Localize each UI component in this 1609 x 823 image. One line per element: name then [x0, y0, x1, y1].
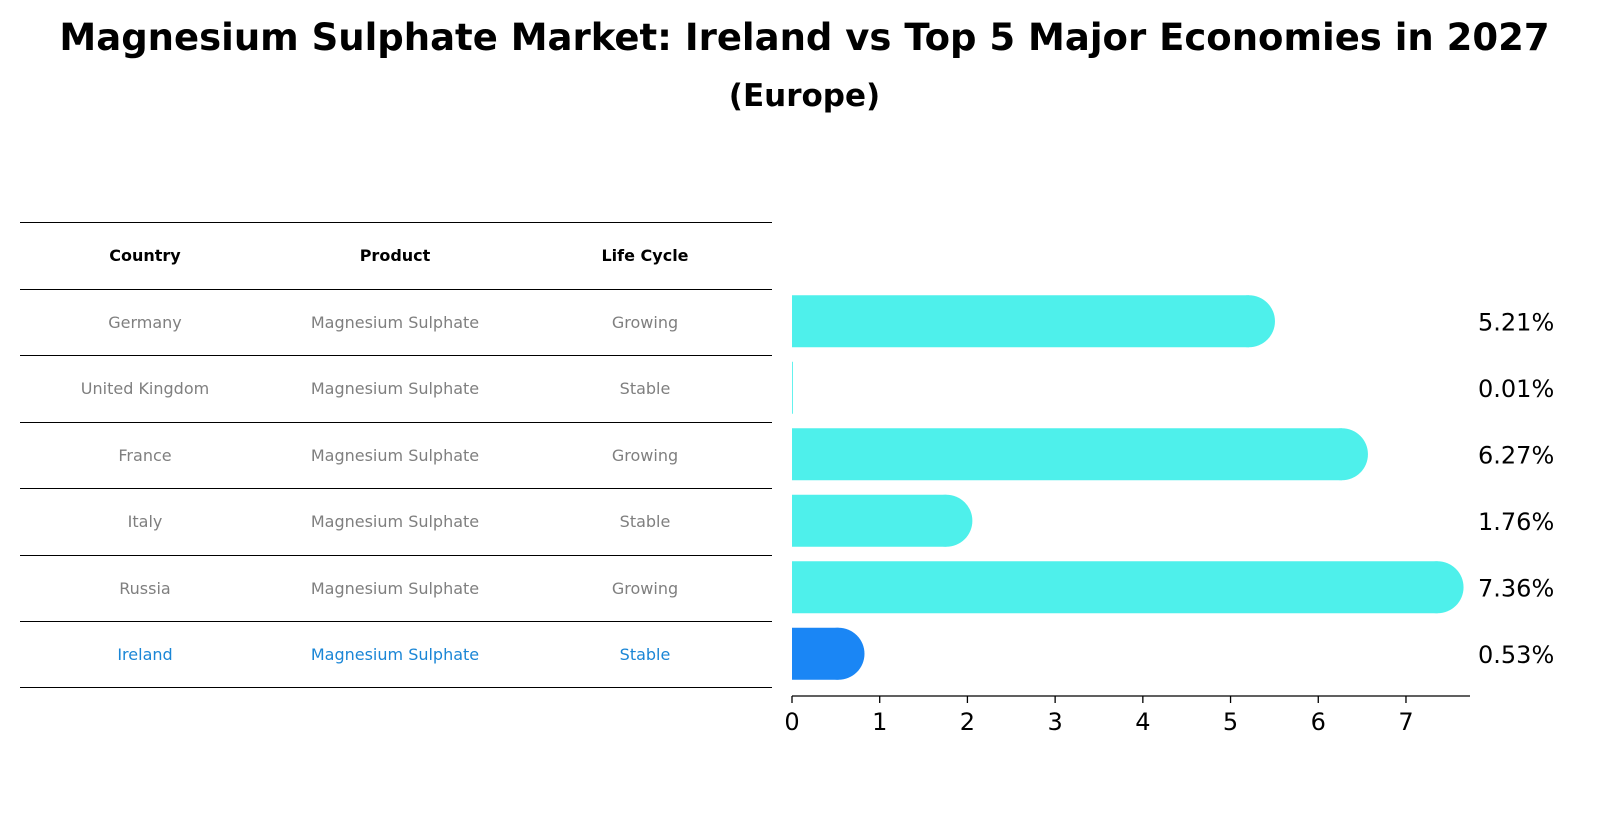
bar-cap	[1315, 428, 1368, 481]
bar-cap	[1222, 295, 1275, 348]
x-tick-label: 5	[1223, 708, 1238, 736]
x-tick-label: 2	[960, 708, 975, 736]
value-label: 6.27%	[1478, 441, 1554, 469]
cell-country: Ireland	[117, 644, 173, 664]
header-life-cycle: Life Cycle	[601, 246, 689, 266]
cell-product: Magnesium Sulphate	[310, 578, 480, 598]
value-label: 7.36%	[1478, 574, 1554, 602]
cell-product: Magnesium Sulphate	[310, 312, 480, 332]
header-country: Country	[109, 246, 181, 266]
x-tick-label: 4	[1135, 708, 1150, 736]
bar	[792, 361, 793, 414]
cell-country: Germany	[108, 312, 182, 332]
info-table: Country Product Life Cycle Germany Magne…	[20, 222, 772, 688]
table-row: France Magnesium Sulphate Growing	[20, 421, 772, 489]
x-tick-label: 1	[872, 708, 887, 736]
value-label: 5.21%	[1478, 308, 1554, 336]
value-label: 0.01%	[1478, 375, 1554, 403]
cell-country: Russia	[119, 578, 171, 598]
bar-cap	[1411, 561, 1464, 614]
cell-life-cycle: Stable	[619, 379, 671, 399]
chart-title: Magnesium Sulphate Market: Ireland vs To…	[59, 16, 1550, 59]
table-row: United Kingdom Magnesium Sulphate Stable	[20, 355, 772, 422]
chart-subtitle: (Europe)	[728, 78, 881, 114]
cell-country: Italy	[127, 512, 163, 532]
cell-product: Magnesium Sulphate	[310, 379, 480, 399]
x-tick-label: 3	[1047, 708, 1062, 736]
table-row: Italy Magnesium Sulphate Stable	[20, 488, 772, 555]
cell-life-cycle: Stable	[619, 644, 671, 664]
value-label: 1.76%	[1478, 508, 1554, 536]
bar	[792, 295, 1249, 348]
table-row: Russia Magnesium Sulphate Growing	[20, 554, 772, 622]
cell-country: France	[118, 445, 172, 465]
table-header-row: Country Product Life Cycle	[20, 222, 772, 289]
value-label: 0.53%	[1478, 641, 1554, 669]
cell-life-cycle: Growing	[611, 312, 679, 332]
table-row-highlight: Ireland Magnesium Sulphate Stable	[20, 621, 772, 688]
cell-life-cycle: Stable	[619, 512, 671, 532]
cell-product: Magnesium Sulphate	[310, 512, 480, 532]
bar-cap	[920, 494, 973, 547]
cell-life-cycle: Growing	[611, 445, 679, 465]
x-tick-label: 7	[1398, 708, 1413, 736]
table-row: Germany Magnesium Sulphate Growing	[20, 288, 772, 356]
bar	[792, 561, 1438, 614]
x-tick-label: 0	[784, 708, 799, 736]
cell-product: Magnesium Sulphate	[310, 644, 480, 664]
x-tick-label: 6	[1311, 708, 1326, 736]
cell-product: Magnesium Sulphate	[310, 445, 480, 465]
cell-life-cycle: Growing	[611, 578, 679, 598]
bar-cap	[812, 627, 865, 680]
cell-country: United Kingdom	[80, 379, 210, 399]
bar	[792, 428, 1342, 481]
header-product: Product	[359, 246, 431, 266]
